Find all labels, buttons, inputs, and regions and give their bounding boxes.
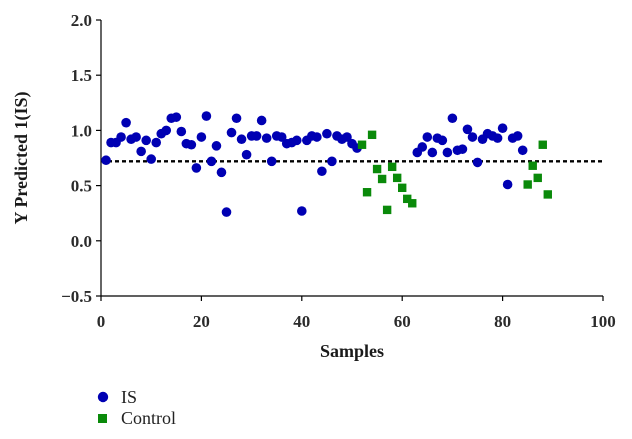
- is-point: [472, 157, 483, 168]
- y-tick-label: 0.5: [71, 177, 92, 196]
- y-tick-label: 0.0: [71, 232, 92, 251]
- control-point: [403, 194, 412, 204]
- legend-label-control: Control: [121, 408, 176, 428]
- x-tick-label: 0: [97, 312, 106, 331]
- control-point: [523, 180, 532, 189]
- control-point: [382, 205, 392, 215]
- control-point: [362, 188, 372, 197]
- is-point: [266, 156, 277, 167]
- is-point: [241, 149, 252, 160]
- y-tick-label: 1.0: [71, 121, 92, 140]
- y-tick-label: 1.5: [71, 66, 92, 85]
- x-axis-ticks: 0 20 40 60 80 100: [97, 296, 616, 331]
- control-point: [357, 140, 367, 149]
- is-point: [261, 133, 272, 143]
- is-point: [121, 117, 131, 128]
- is-point: [276, 132, 287, 142]
- control-point: [528, 161, 537, 170]
- is-point: [512, 131, 523, 141]
- is-point: [206, 156, 217, 167]
- is-point: [221, 207, 232, 217]
- control-point: [367, 130, 377, 140]
- is-point: [101, 155, 111, 166]
- plot-area: [100, 20, 603, 297]
- is-point: [146, 154, 156, 164]
- y-tick-label: −0.5: [61, 287, 92, 306]
- is-point: [447, 113, 458, 124]
- control-point: [387, 162, 397, 172]
- is-point: [186, 139, 197, 150]
- is-point: [196, 132, 207, 142]
- is-point: [442, 147, 453, 158]
- is-point: [467, 132, 478, 142]
- is-point: [161, 125, 172, 136]
- is-point: [327, 156, 337, 167]
- x-tick-label: 60: [394, 312, 411, 331]
- is-point: [236, 134, 247, 145]
- is-point: [312, 132, 322, 142]
- x-axis-title: Samples: [320, 341, 384, 361]
- is-point: [502, 179, 513, 190]
- control-point: [377, 174, 387, 184]
- is-point: [116, 132, 126, 142]
- is-point: [231, 113, 242, 124]
- control-point: [533, 173, 542, 183]
- is-point: [176, 126, 187, 137]
- is-point: [226, 127, 237, 138]
- control-point: [543, 190, 552, 199]
- x-tick-label: 40: [293, 312, 310, 331]
- control-point: [372, 164, 382, 174]
- is-point: [171, 112, 182, 122]
- is-point: [317, 166, 327, 177]
- y-axis-title: Y Predicted 1(IS): [11, 92, 32, 225]
- control-point: [408, 199, 417, 208]
- is-point: [462, 124, 473, 135]
- y-tick-label: 2.0: [71, 11, 92, 30]
- is-point: [291, 135, 302, 146]
- is-point: [136, 146, 146, 157]
- is-point: [427, 147, 438, 158]
- is-point: [297, 206, 307, 216]
- is-point: [191, 163, 202, 173]
- legend: IS Control: [97, 387, 176, 428]
- control-point: [392, 173, 402, 183]
- control-point: [538, 140, 547, 149]
- is-point: [497, 123, 508, 133]
- is-point: [211, 141, 222, 151]
- y-axis-ticks: −0.5 0.0 0.5 1.0 1.5 2.0: [61, 11, 101, 306]
- is-point: [251, 131, 262, 141]
- control-point: [398, 183, 407, 193]
- legend-marker-control: [98, 414, 107, 423]
- x-tick-label: 80: [494, 312, 511, 331]
- is-point: [492, 133, 503, 143]
- is-point: [131, 132, 141, 142]
- data-points: [101, 111, 552, 217]
- is-point: [517, 145, 528, 156]
- x-tick-label: 20: [193, 312, 210, 331]
- is-point: [457, 144, 468, 154]
- is-point: [422, 132, 433, 142]
- is-point: [151, 137, 162, 148]
- is-point: [141, 135, 151, 146]
- is-point: [322, 128, 332, 139]
- is-point: [201, 111, 212, 121]
- legend-marker-is: [97, 391, 109, 403]
- is-point: [342, 132, 352, 142]
- is-point: [216, 167, 227, 178]
- x-tick-label: 100: [590, 312, 616, 331]
- is-point: [437, 135, 448, 146]
- is-point: [417, 142, 428, 152]
- legend-label-is: IS: [121, 387, 137, 407]
- is-point: [256, 115, 267, 126]
